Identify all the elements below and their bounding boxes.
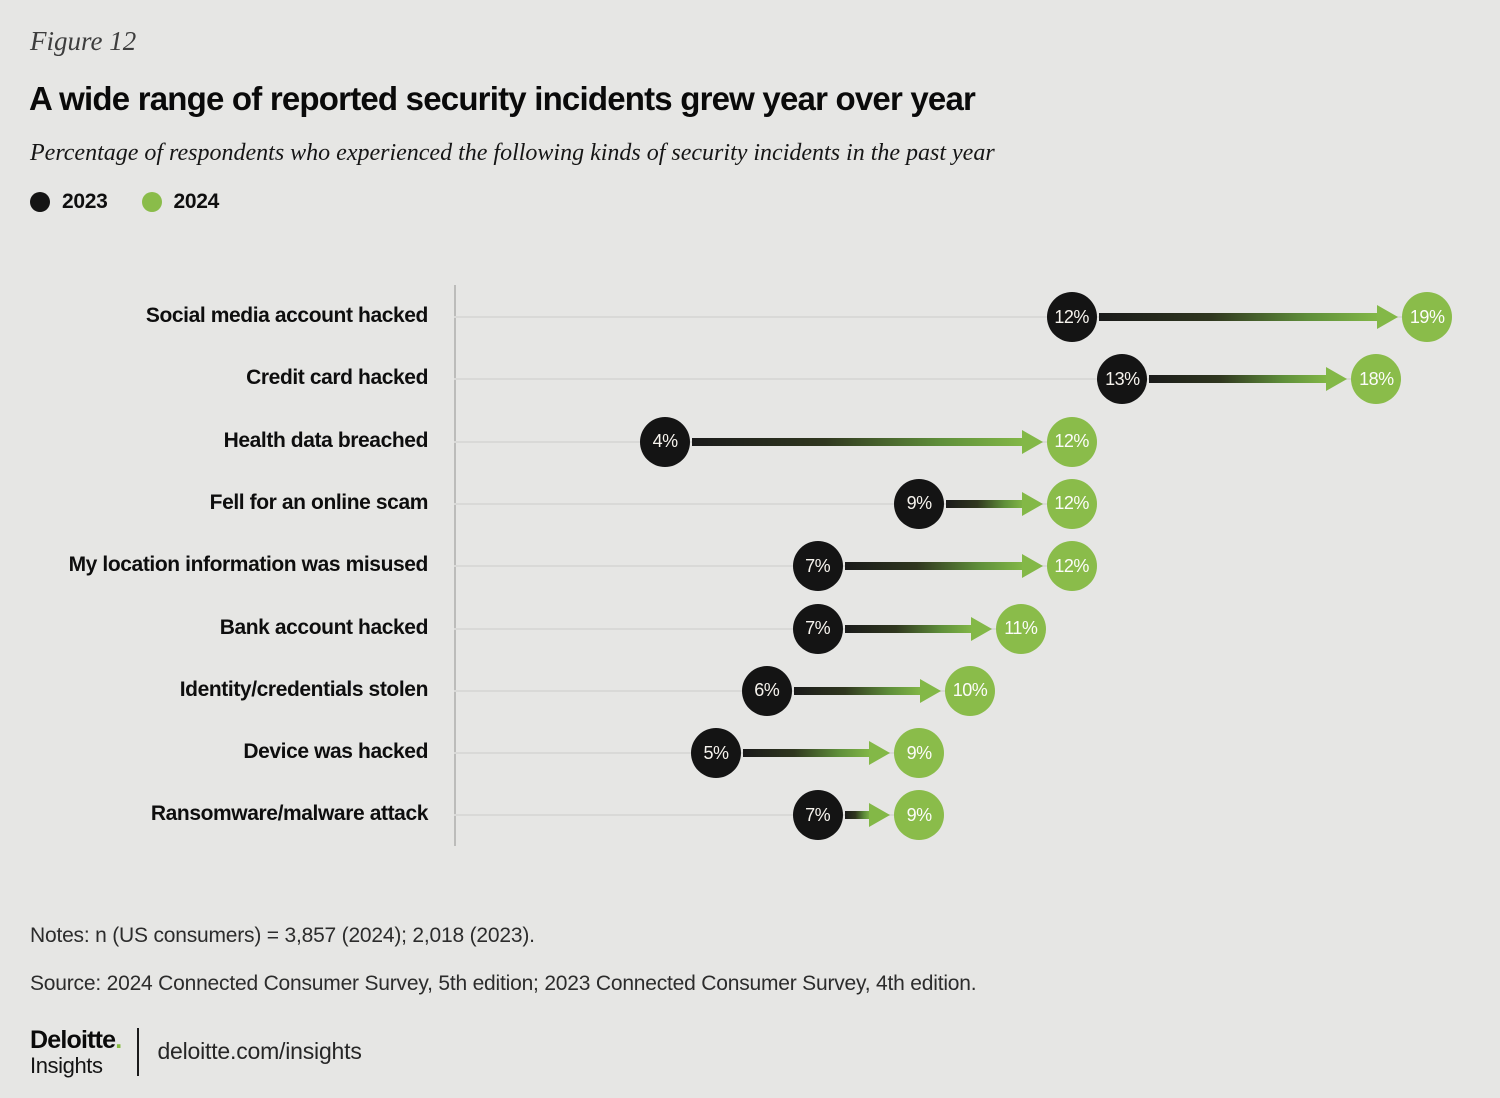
change-arrow-head-icon [1021,429,1043,454]
change-arrow-head-icon [869,803,891,828]
chart-notes: Notes: n (US consumers) = 3,857 (2024); … [30,924,535,947]
change-arrow-shaft [844,562,1024,571]
change-arrow-head-icon [1377,305,1399,329]
deloitte-insights-logo: Deloitte. Insights [30,1026,122,1078]
legend-item-2024: 2024 [141,190,220,214]
category-label: Bank account hacked [219,615,429,639]
change-arrow-head-icon [920,678,941,703]
dot-2024-value: 18% [1351,354,1402,405]
change-arrow-shaft [692,437,1024,446]
chart-title: A wide range of reported security incide… [29,80,976,117]
change-arrow-shaft [844,811,872,820]
dot-2024-value: 12% [1046,416,1097,467]
chart-subtitle: Percentage of respondents who experience… [30,140,995,166]
dot-2024-value: 9% [894,790,945,841]
category-label: My location information was misused [68,553,429,577]
dot-2023-value: 5% [691,728,741,779]
footer: Deloitte. Insights deloitte.com/insights [30,1026,362,1077]
dot-2024-value: 11% [995,603,1046,654]
change-arrow-shaft [946,499,1024,508]
footer-divider [137,1027,140,1076]
legend: 2023 2024 [30,190,219,214]
change-arrow-shaft [743,749,872,758]
legend-label-2024: 2024 [173,190,220,213]
category-label: Ransomware/malware attack [150,802,429,826]
brand-green-dot: . [115,1026,122,1054]
row-gridline [454,752,920,755]
legend-item-2023: 2023 [30,190,108,214]
category-label: Fell for an online scam [209,490,429,514]
category-label: Device was hacked [243,740,428,764]
change-arrow-head-icon [1021,491,1043,516]
category-label: Credit card hacked [246,366,428,390]
change-arrow-shaft [793,686,922,695]
dot-2023-value: 7% [792,603,843,654]
dot-2023-value: 9% [894,478,945,529]
change-arrow-head-icon [1326,367,1348,392]
brand-sub: Insights [30,1053,103,1078]
dot-2024-value: 19% [1402,292,1453,342]
category-label: Health data breached [223,428,429,452]
change-arrow-shaft [1098,313,1380,321]
dot-2023-value: 13% [1097,354,1148,405]
dot-2023-value: 12% [1046,292,1097,342]
figure-label: Figure 12 [30,26,137,56]
dot-2023-value: 6% [741,665,792,716]
category-label: Identity/credentials stolen [179,677,429,701]
dot-2023-value: 7% [792,790,843,841]
row-gridline [454,378,1377,381]
brand-name: Deloitte [30,1026,116,1054]
row-gridline [454,627,1021,630]
dot-2024-value: 9% [894,728,945,779]
category-label: Social media account hacked [145,304,429,327]
change-arrow-head-icon [970,616,992,641]
row-gridline [454,502,1072,505]
dot-2023-value: 7% [792,541,843,592]
row-gridline [454,316,1428,318]
change-arrow-head-icon [869,741,891,766]
legend-dot-2023-icon [30,192,50,212]
row-gridline [454,689,970,692]
dot-2024-value: 10% [945,665,995,716]
legend-dot-2024-icon [141,192,162,212]
dot-2023-value: 4% [640,416,691,467]
chart-source: Source: 2024 Connected Consumer Survey, … [30,972,977,995]
row-gridline [454,814,920,817]
dot-2024-value: 12% [1046,478,1097,529]
dot-2024-value: 12% [1046,541,1097,592]
change-arrow-shaft [844,624,973,633]
change-arrow-shaft [1149,375,1329,384]
legend-label-2023: 2023 [62,190,108,213]
change-arrow-head-icon [1021,554,1043,579]
row-gridline [454,565,1072,568]
footer-link[interactable]: deloitte.com/insights [157,1038,362,1064]
